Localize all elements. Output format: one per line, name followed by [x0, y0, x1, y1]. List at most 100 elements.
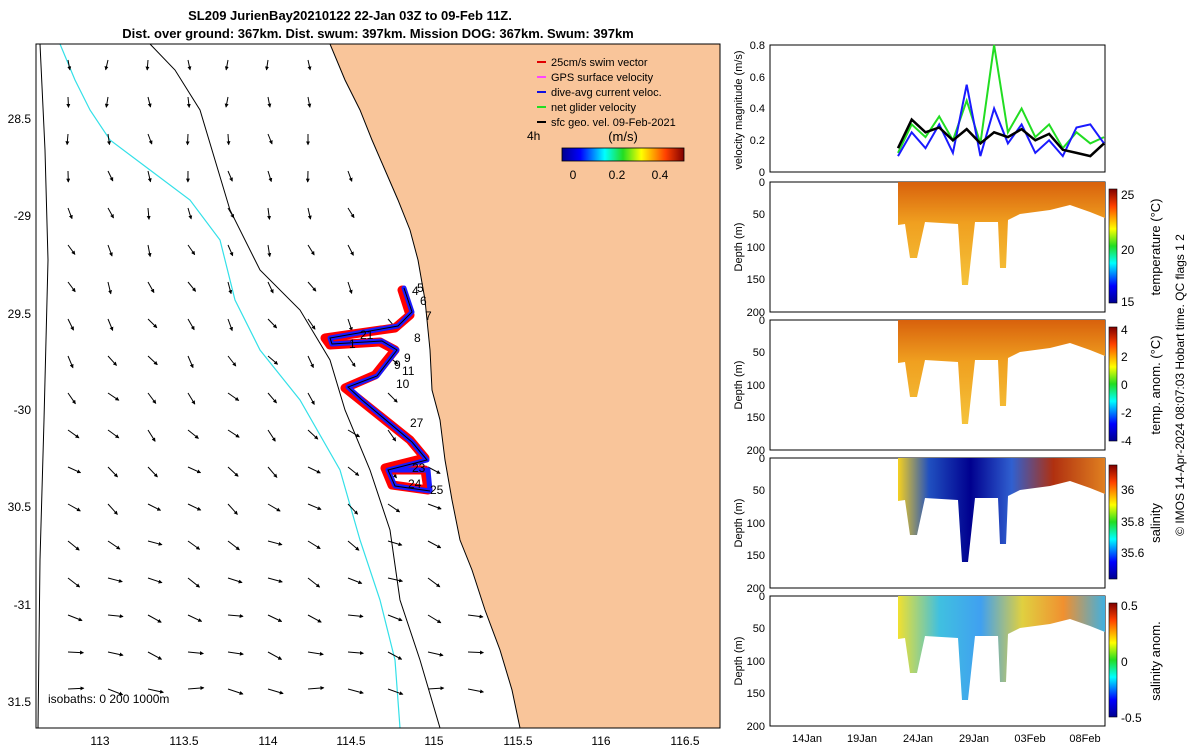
- time-tick-label: 24Jan: [903, 733, 933, 745]
- figure-title-line1: SL209 JurienBay20210122 22-Jan 03Z to 09…: [188, 8, 512, 23]
- current-vector-arrow: [228, 134, 229, 145]
- y-tick-label: 150: [747, 412, 765, 424]
- salinity-colorbar: [1109, 465, 1117, 579]
- y-tick-label: 0.6: [750, 72, 765, 84]
- colorbar-tick: -0.5: [1121, 711, 1142, 725]
- temperature-colorbar-label: temperature (°C): [1148, 199, 1163, 296]
- current-vector-arrow: [68, 97, 69, 107]
- x-tick-label: 116: [591, 734, 610, 748]
- temp-anomaly-colorbar: [1109, 327, 1117, 441]
- y-tick-label: 29.5: [8, 307, 32, 321]
- y-tick-label: 0.8: [750, 40, 765, 52]
- y-tick-label: 150: [747, 688, 765, 700]
- y-tick-label: 50: [753, 347, 765, 359]
- current-vector-arrow: [68, 652, 83, 653]
- track-label: 27: [410, 416, 424, 430]
- salinity-anomaly-colorbar-label: salinity anom.: [1148, 621, 1163, 700]
- depth-axis-label: Depth (m): [733, 499, 745, 548]
- y-tick-label: 100: [747, 518, 765, 530]
- y-tick-label: 50: [753, 623, 765, 635]
- velocity-panel-frame: [770, 45, 1105, 172]
- map-panel: 1 4 5 6 7 8 9 9 10 11 21 23 24 25 27 113…: [8, 44, 720, 748]
- map-x-ticks: 113 113.5 114 114.5 115 115.5 116 116.5: [90, 734, 699, 748]
- y-tick-label: 50: [753, 209, 765, 221]
- y-tick-label: 100: [747, 656, 765, 668]
- track-label: 9: [394, 358, 401, 372]
- track-label: 9: [404, 351, 411, 365]
- y-tick-label: 0.2: [750, 135, 765, 147]
- legend-label: net glider velocity: [551, 102, 636, 114]
- temperature-colorbar: [1109, 189, 1117, 303]
- legend-label: dive-avg current veloc.: [551, 87, 662, 99]
- y-tick-label: -29: [14, 209, 32, 223]
- figure-title-line2: Dist. over ground: 367km. Dist. swum: 39…: [122, 26, 634, 41]
- y-tick-label: 31.5: [8, 695, 32, 709]
- track-label: 23: [412, 461, 426, 475]
- time-tick-label: 29Jan: [959, 733, 989, 745]
- x-tick-label: 113: [90, 734, 109, 748]
- colorbar-tick: 36: [1121, 483, 1135, 497]
- time-tick-label: 08Feb: [1069, 733, 1100, 745]
- salinity-anomaly-colorbar-ticks: 0.5 0 -0.5: [1121, 599, 1142, 725]
- salinity-colorbar-ticks: 36 35.8 35.6: [1121, 483, 1145, 560]
- y-tick-label: 30.5: [8, 500, 32, 514]
- x-tick-label: 116.5: [670, 734, 699, 748]
- y-tick-label: 150: [747, 274, 765, 286]
- y-tick-label: 0: [759, 177, 765, 189]
- colorbar-tick: -4: [1121, 434, 1132, 448]
- y-tick-label: -31: [14, 598, 32, 612]
- colorbar-tick: 35.6: [1121, 546, 1145, 560]
- colorbar-tick: 25: [1121, 188, 1135, 202]
- colorbar-tick: 0: [1121, 378, 1128, 392]
- velocity-axis-label: velocity magnitude (m/s): [733, 50, 745, 169]
- depth-axis-label: Depth (m): [733, 223, 745, 272]
- copyright-footer: © IMOS 14-Apr-2024 08:07:03 Hobart time.…: [1173, 234, 1187, 536]
- track-label: 7: [425, 309, 432, 323]
- track-label: 21: [360, 328, 374, 342]
- colorbar-unit-label: (m/s): [608, 129, 638, 144]
- x-tick-label: 115.5: [503, 734, 532, 748]
- y-tick-label: 0.4: [750, 103, 765, 115]
- y-tick-label: 100: [747, 380, 765, 392]
- x-tick-label: 114.5: [336, 734, 365, 748]
- track-label: 24: [408, 477, 422, 491]
- colorbar-tick: 0.5: [1121, 599, 1138, 613]
- y-tick-label: 28.5: [8, 112, 32, 126]
- y-tick-label: 0: [759, 591, 765, 603]
- time-interval-label: 4h: [527, 129, 540, 143]
- colorbar-tick: 2: [1121, 350, 1128, 364]
- temp-anomaly-colorbar-label: temp. anom. (°C): [1148, 335, 1163, 434]
- depth-axis-label: Depth (m): [733, 637, 745, 686]
- current-vector-arrow: [188, 134, 189, 145]
- legend-label: sfc geo. vel. 09-Feb-2021: [551, 117, 676, 129]
- map-y-ticks: 28.5 -29 29.5 -30 30.5 -31 31.5: [8, 112, 32, 709]
- colorbar-tick: 35.8: [1121, 515, 1145, 529]
- y-tick-label: 50: [753, 485, 765, 497]
- colorbar-tick: -2: [1121, 406, 1132, 420]
- time-axis-ticks: 14Jan 19Jan 24Jan 29Jan 03Feb 08Feb: [792, 733, 1101, 745]
- time-tick-label: 03Feb: [1014, 733, 1045, 745]
- temperature-y-ticks: 0 50 100 150 200: [747, 177, 765, 319]
- depth-axis-label: Depth (m): [733, 361, 745, 410]
- track-label: 8: [414, 331, 421, 345]
- temp-anomaly-colorbar-ticks: 4 2 0 -2 -4: [1121, 323, 1132, 448]
- colorbar-tick: 0.4: [652, 168, 669, 182]
- time-tick-label: 19Jan: [847, 733, 877, 745]
- track-label: 5: [417, 281, 424, 295]
- time-tick-label: 14Jan: [792, 733, 822, 745]
- x-tick-label: 114: [258, 734, 277, 748]
- track-label: 11: [402, 364, 415, 378]
- y-tick-label: -30: [14, 403, 32, 417]
- legend-label: GPS surface velocity: [551, 72, 654, 84]
- isobaths-label: isobaths: 0 200 1000m: [48, 692, 169, 706]
- temperature-colorbar-ticks: 25 20 15: [1121, 188, 1135, 309]
- salinity-anomaly-colorbar: [1109, 603, 1117, 717]
- current-vector-arrow: [468, 652, 483, 653]
- salinity-y-ticks: 0 50 100 150 200: [747, 453, 765, 595]
- track-label: 10: [396, 377, 410, 391]
- y-tick-label: 200: [747, 721, 765, 733]
- y-tick-label: 0: [759, 453, 765, 465]
- colorbar-tick: 0.2: [609, 168, 626, 182]
